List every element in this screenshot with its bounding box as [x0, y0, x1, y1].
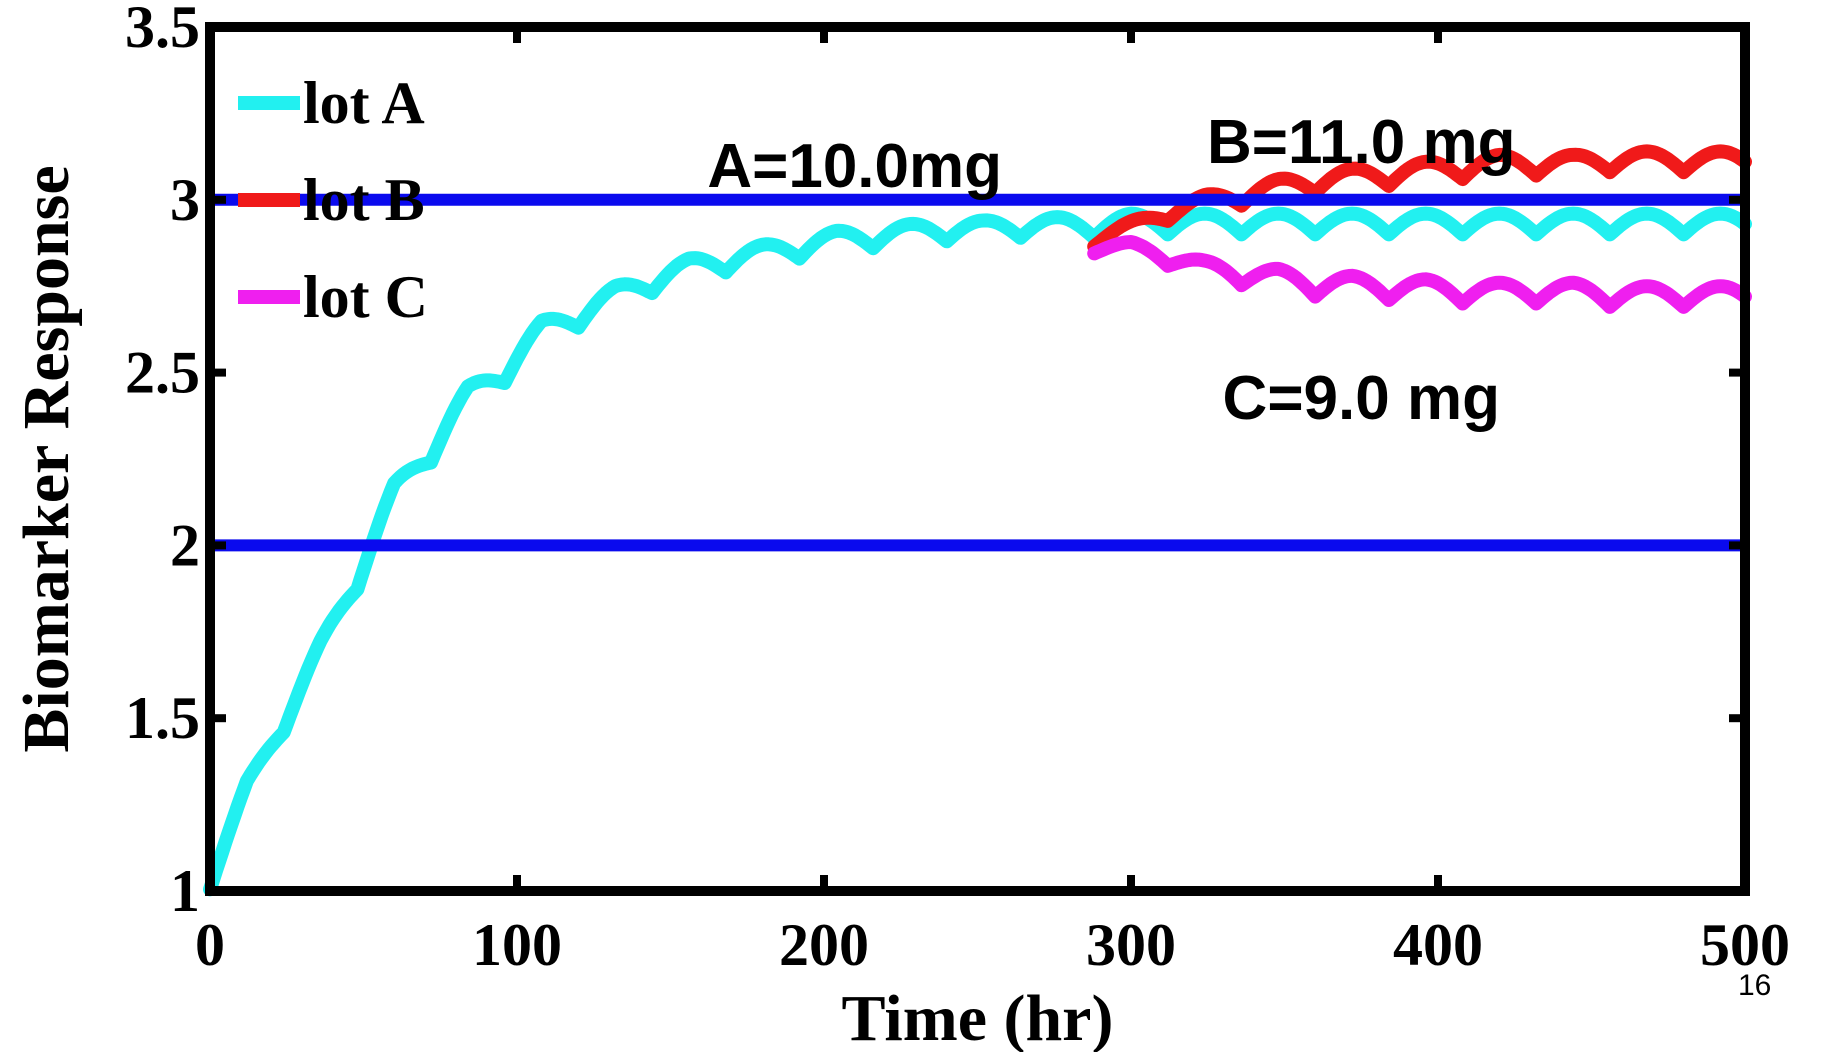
page-number: 16: [1738, 969, 1771, 1002]
x-tick-label: 200: [779, 912, 869, 978]
x-tick-label: 0: [195, 912, 225, 978]
legend-label: lot C: [303, 264, 428, 330]
series-line-lot-c: [1087, 235, 1752, 314]
y-tick-label: 3.5: [125, 0, 200, 60]
legend: lot A lot B lot C: [238, 70, 428, 330]
y-tick-label: 2: [170, 512, 200, 578]
y-tick-label: 1.5: [125, 685, 200, 751]
x-tick-label: 500: [1700, 912, 1790, 978]
y-tick-label: 3: [170, 167, 200, 233]
annotations: A=10.0mg B=11.0 mg C=9.0 mg: [707, 108, 1515, 433]
dose-annotation: B=11.0 mg: [1207, 108, 1515, 177]
y-tick-label: 2.5: [125, 340, 200, 406]
x-axis-label: Time (hr): [842, 982, 1114, 1052]
series-line-lot-a: [203, 206, 1752, 897]
legend-label: lot B: [303, 167, 425, 233]
y-axis-label: Biomarker Response: [10, 165, 83, 752]
x-tick-label: 400: [1393, 912, 1483, 978]
series-layer: [203, 144, 1752, 897]
plot-frame: [205, 22, 1750, 896]
reference-lines: [210, 193, 1745, 552]
x-tick-label: 100: [472, 912, 562, 978]
x-tick-label: 300: [1086, 912, 1176, 978]
dose-annotation: A=10.0mg: [707, 132, 1002, 201]
dose-annotation: C=9.0 mg: [1223, 364, 1500, 433]
axis-ticks: 0 100 200 300 400 500 1 1.5 2 2.5 3 3.5: [125, 0, 1790, 978]
y-tick-label: 1: [170, 858, 200, 924]
legend-label: lot A: [303, 70, 425, 136]
